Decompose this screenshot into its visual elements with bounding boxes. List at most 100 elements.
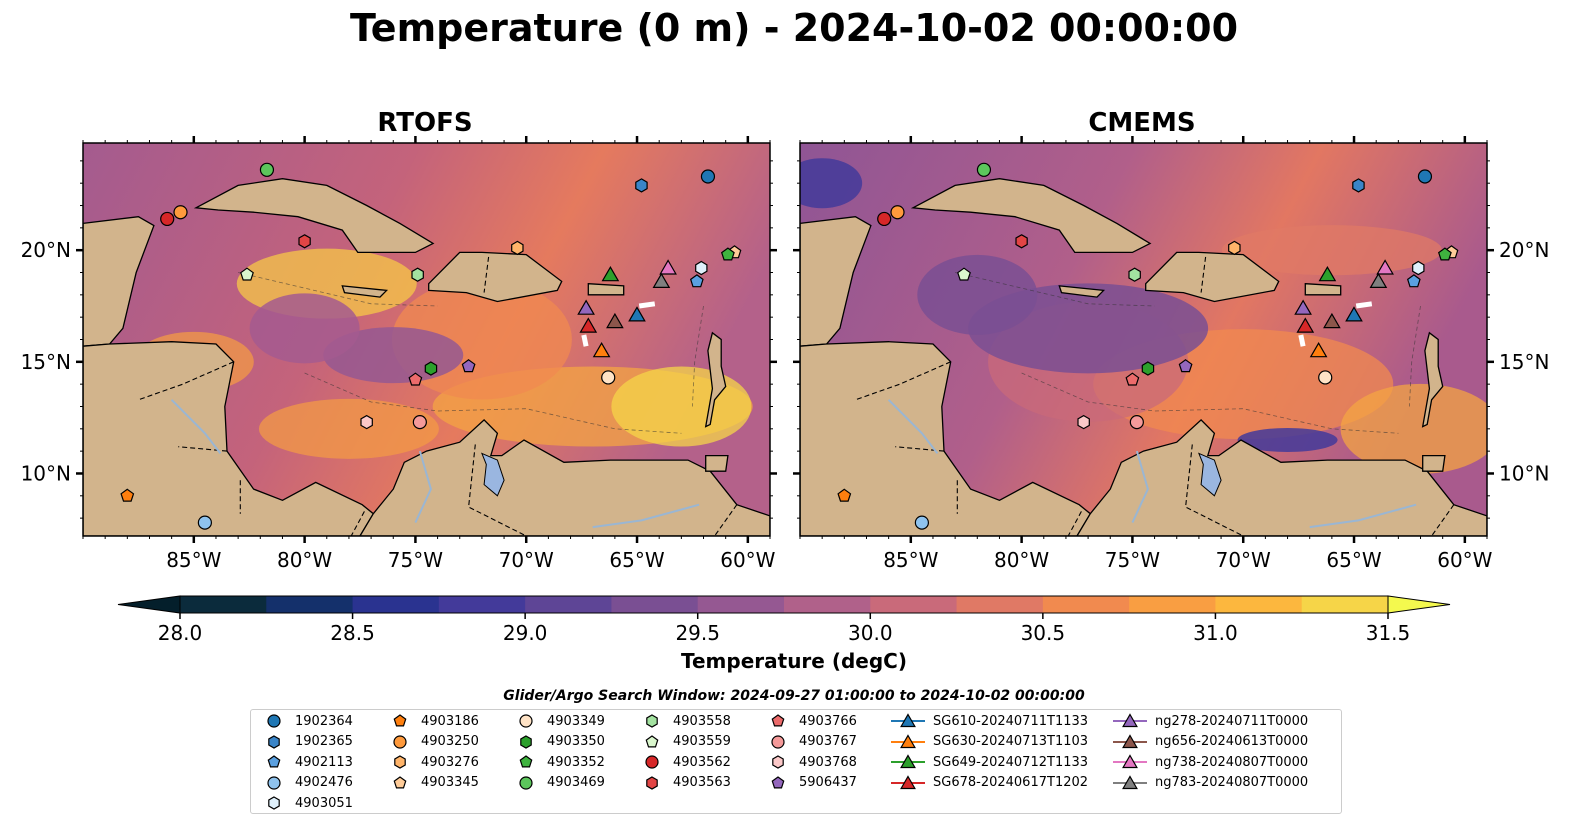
argo-float-4903352[interactable] xyxy=(1437,247,1452,261)
argo-float-4903186[interactable] xyxy=(837,488,852,502)
argo-float-5906437[interactable] xyxy=(461,359,476,373)
legend-label: 4902113 xyxy=(295,754,353,770)
legend-marker-icon xyxy=(520,734,532,749)
argo-float-4903558[interactable] xyxy=(1128,267,1141,282)
argo-float-1902364[interactable] xyxy=(700,169,716,184)
argo-float-4902113[interactable] xyxy=(1406,274,1421,288)
glider-SG678-20240617T1202[interactable] xyxy=(1296,317,1315,333)
legend-label: SG678-20240617T1202 xyxy=(933,775,1089,790)
legend-item-4903250: 4903250 xyxy=(387,733,479,751)
argo-float-5906437[interactable] xyxy=(1178,359,1193,373)
land-trin xyxy=(1422,454,1446,472)
glider-ng738-20240807T0000[interactable] xyxy=(659,259,677,275)
argo-float-4902113[interactable] xyxy=(689,274,704,288)
legend-marker-icon xyxy=(645,734,659,747)
legend-marker-icon xyxy=(772,755,784,769)
legend-item-4903186: 4903186 xyxy=(387,712,479,730)
argo-float-1902364[interactable] xyxy=(1417,169,1433,184)
glider-SG649-20240712T1133[interactable] xyxy=(601,266,620,282)
lon-tick-label: 60°W xyxy=(720,548,775,572)
legend-label: 4903276 xyxy=(421,754,479,770)
argo-float-4903350[interactable] xyxy=(424,361,438,376)
legend-marker-icon xyxy=(1113,733,1147,748)
glider-ng738-20240807T0000[interactable] xyxy=(1376,259,1394,275)
legend-item-SG678-20240617T1202: SG678-20240617T1202 xyxy=(891,774,1088,792)
legend-item-ng278-20240711T0000: ng278-20240711T0000 xyxy=(1113,712,1308,730)
legend-label: 4903349 xyxy=(547,713,605,729)
colorbar-tick-label: 28.5 xyxy=(330,621,375,645)
legend-item-SG610-20240711T1133: SG610-20240711T1133 xyxy=(891,712,1088,730)
argo-float-4903766[interactable] xyxy=(1125,372,1140,386)
argo-float-4903469[interactable] xyxy=(976,162,992,177)
argo-float-4903559[interactable] xyxy=(240,267,254,281)
argo-float-4903051[interactable] xyxy=(1412,260,1425,276)
argo-float-4903469[interactable] xyxy=(259,162,275,177)
land-south xyxy=(1076,418,1487,536)
colorbar-max-extend xyxy=(1387,595,1451,614)
argo-float-4903766[interactable] xyxy=(408,372,423,386)
argo-float-4903768[interactable] xyxy=(1077,414,1090,430)
legend-label: ng656-20240613T0000 xyxy=(1155,734,1309,749)
argo-float-4903350[interactable] xyxy=(1141,361,1155,376)
legend-marker-icon xyxy=(645,755,659,769)
lon-tick-label: 65°W xyxy=(1326,548,1381,572)
lat-tick-label: 15°N xyxy=(21,350,71,374)
legend-item-ng738-20240807T0000: ng738-20240807T0000 xyxy=(1113,753,1308,771)
map-panel-rtofs[interactable] xyxy=(83,143,770,536)
glider-ng656-20240613T0000[interactable] xyxy=(606,312,624,329)
legend-item-4903349: 4903349 xyxy=(513,712,605,730)
lon-tick-label: 80°W xyxy=(277,548,332,572)
argo-float-4903349[interactable] xyxy=(1318,370,1333,385)
argo-float-4903250[interactable] xyxy=(173,205,188,220)
colorbar-tick-label: 30.0 xyxy=(848,621,893,645)
glider-SG649-20240712T1133[interactable] xyxy=(1318,266,1337,282)
argo-float-4903558[interactable] xyxy=(411,267,424,282)
argo-float-4902476[interactable] xyxy=(914,515,929,530)
argo-float-4903767[interactable] xyxy=(1129,415,1144,430)
legend-marker-icon xyxy=(267,755,281,768)
argo-float-4903562[interactable] xyxy=(160,211,175,227)
legend-label: 4903562 xyxy=(673,754,731,770)
colorbar-tick-label: 31.0 xyxy=(1193,621,1238,645)
glider-SG610-20240711T1133[interactable] xyxy=(1345,306,1363,322)
colorbar-segment xyxy=(1215,596,1303,613)
argo-float-4902476[interactable] xyxy=(197,515,212,530)
glider-ng656-20240613T0000[interactable] xyxy=(1323,312,1341,329)
lon-tick-label: 70°W xyxy=(499,548,554,572)
legend-label: 4903766 xyxy=(799,713,857,729)
legend-label: 1902365 xyxy=(295,734,353,749)
glider-ng783-20240807T0000[interactable] xyxy=(652,272,671,288)
argo-float-1902365[interactable] xyxy=(1352,178,1365,193)
argo-float-4903559[interactable] xyxy=(957,267,971,281)
legend-label: 4903352 xyxy=(547,754,605,770)
argo-float-4903767[interactable] xyxy=(412,415,427,430)
argo-float-4903186[interactable] xyxy=(120,488,135,502)
legend-label: 4903558 xyxy=(673,713,731,729)
argo-float-4903562[interactable] xyxy=(877,211,892,227)
argo-float-4903563[interactable] xyxy=(1015,234,1028,249)
argo-float-4903250[interactable] xyxy=(890,205,905,220)
argo-float-4903276[interactable] xyxy=(1228,240,1241,256)
argo-float-4903352[interactable] xyxy=(720,247,735,261)
glider-ng783-20240807T0000[interactable] xyxy=(1369,272,1388,288)
argo-float-1902365[interactable] xyxy=(635,178,648,193)
legend-item-4903767: 4903767 xyxy=(765,733,857,751)
legend-marker-icon xyxy=(1113,754,1147,769)
colorbar-label: Temperature (degC) xyxy=(681,649,907,673)
glider-ng278-20240711T0000[interactable] xyxy=(577,299,595,315)
argo-float-4903276[interactable] xyxy=(511,240,524,256)
legend-label: 4903469 xyxy=(547,775,605,790)
argo-float-4903768[interactable] xyxy=(360,414,373,430)
glider-SG630-20240713T1103[interactable] xyxy=(1309,342,1328,358)
glider-ng278-20240711T0000[interactable] xyxy=(1294,299,1312,315)
colorbar-segment xyxy=(611,596,699,613)
map-panel-cmems[interactable] xyxy=(800,143,1487,536)
legend-label: 4903767 xyxy=(799,734,857,749)
glider-SG630-20240713T1103[interactable] xyxy=(592,342,611,358)
colorbar-tick-label: 30.5 xyxy=(1021,621,1066,645)
argo-float-4903563[interactable] xyxy=(298,234,311,249)
glider-SG678-20240617T1202[interactable] xyxy=(579,317,598,333)
argo-float-4903051[interactable] xyxy=(695,260,708,276)
argo-float-4903349[interactable] xyxy=(601,370,616,385)
glider-SG610-20240711T1133[interactable] xyxy=(628,306,646,322)
